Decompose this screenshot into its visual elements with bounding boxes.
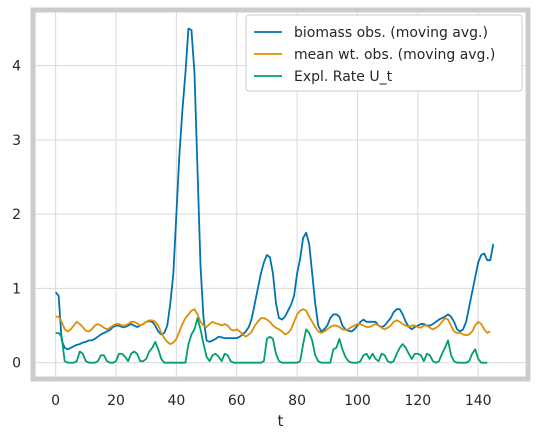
legend-label-mean-weight: mean wt. obs. (moving avg.) — [294, 47, 495, 63]
series-line-2 — [55, 317, 488, 364]
x-tick-label: 100 — [344, 393, 371, 409]
y-tick-label: 1 — [12, 281, 21, 297]
series-layer — [54, 27, 495, 364]
y-tick-label: 3 — [12, 133, 21, 149]
series-line-0 — [54, 27, 495, 351]
plot-frame — [30, 7, 531, 382]
x-tick-label: 120 — [404, 393, 431, 409]
x-tick-label: 0 — [51, 393, 60, 409]
x-axis-label: t — [278, 412, 284, 430]
x-tick-label: 140 — [465, 393, 492, 409]
legend-box — [245, 14, 523, 92]
legend-label-exploitation-rate: Expl. Rate U_t — [294, 69, 393, 85]
legend: biomass obs. (moving avg.) mean wt. obs.… — [245, 14, 523, 92]
y-tick-label: 4 — [12, 59, 21, 75]
x-tick-label: 60 — [228, 393, 246, 409]
ticks: 0 20 40 60 80 100 120 140 0 1 2 3 4 — [12, 59, 491, 409]
x-tick-label: 20 — [107, 393, 125, 409]
x-tick-label: 80 — [288, 393, 306, 409]
y-tick-label: 0 — [12, 356, 21, 372]
series-line-1 — [55, 308, 491, 346]
y-tick-label: 2 — [12, 207, 21, 223]
legend-label-biomass: biomass obs. (moving avg.) — [294, 25, 488, 41]
x-tick-label: 40 — [167, 393, 185, 409]
